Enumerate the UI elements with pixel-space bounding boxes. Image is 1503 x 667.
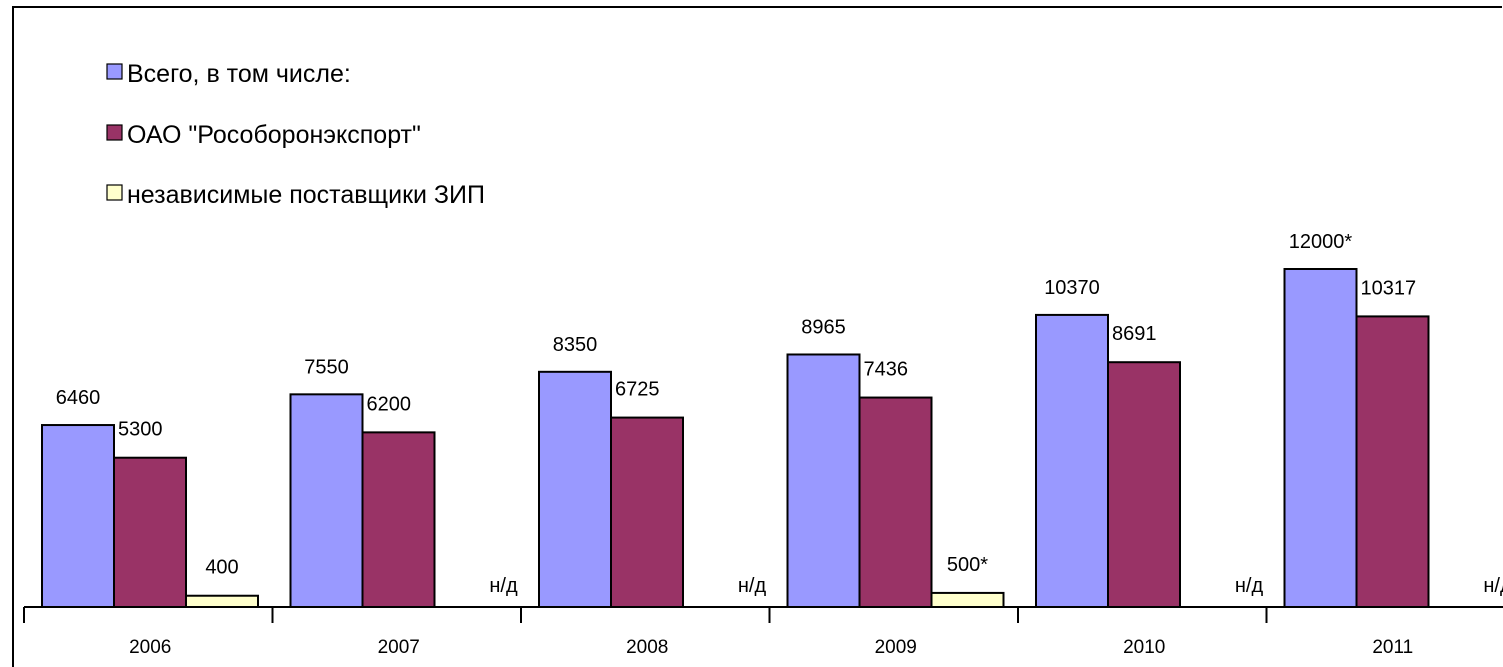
legend-swatch-rosoboronexport [106,124,123,141]
bar [1283,268,1358,608]
legend-label-rosoboronexport: ОАО "Рособоронэкспорт" [127,121,421,149]
data-label: 6200 [367,393,412,415]
bar [289,393,364,609]
bar [858,396,933,608]
data-label: н/д [1483,575,1503,597]
bar [41,424,115,608]
bar [610,416,684,608]
data-label: 5300 [118,419,163,441]
x-tick-label: 2006 [129,637,171,658]
data-label: 400 [205,557,238,579]
x-tick-label: 2009 [875,637,917,658]
legend-swatch-independent-suppliers [106,184,123,201]
x-tick-label: 2008 [626,637,668,658]
legend: Всего, в том числе: ОАО "Рособоронэкспор… [106,60,485,209]
legend-label-independent-suppliers: независимые поставщики ЗИП [127,181,485,209]
data-label: 6725 [615,379,660,401]
plot-area: 2006 6460 5300 400 2007 7550 6200 н/д 2008 8350 67… [23,231,1503,658]
data-label: 6460 [56,387,101,409]
data-label: 8350 [553,334,598,356]
data-label: 500* [947,554,988,576]
bar [786,353,861,608]
data-label: н/д [1235,575,1264,597]
bar [361,431,436,608]
x-tick-label: 2011 [1372,637,1413,658]
data-label: 10370 [1044,277,1100,299]
x-tick-label: 2007 [378,637,420,658]
data-label: 12000* [1289,231,1353,253]
data-label: 8965 [801,316,846,338]
data-label: 10317 [1361,277,1417,299]
data-label: 7436 [864,359,909,381]
bar [1107,361,1181,608]
bar [930,591,1005,609]
legend-label-total: Всего, в том числе: [127,60,351,88]
x-tick-label: 2010 [1123,637,1165,658]
bar [113,456,187,609]
bar [1355,315,1430,608]
bar [185,594,259,609]
data-label: н/д [489,575,518,597]
chart-frame [12,6,1502,667]
data-label: н/д [738,575,767,597]
bar [1035,313,1109,608]
data-label: 7550 [304,356,349,378]
bar [538,370,612,608]
legend-swatch-total [106,63,123,80]
data-label: 8691 [1112,323,1157,345]
